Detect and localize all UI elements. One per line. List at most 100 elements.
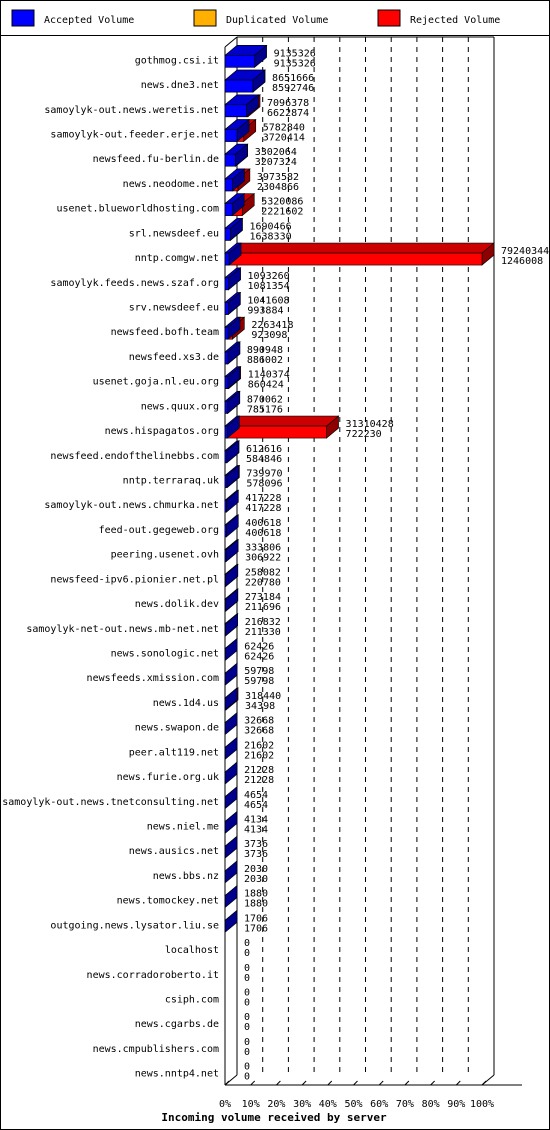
bar-accepted (224, 687, 238, 711)
bar-front-face (224, 277, 229, 291)
bar-front-face (224, 425, 327, 439)
bar-accepted (224, 193, 246, 217)
value-label-total: 1880 (244, 889, 268, 900)
category-label: news.neodome.net (123, 179, 219, 190)
value-label-accepted: 578096 (246, 479, 282, 490)
bar-accepted (224, 489, 240, 513)
value-label-total: 8651666 (272, 73, 314, 84)
value-label-accepted: 923098 (251, 330, 287, 341)
category-label: nntp.comgw.net (135, 253, 219, 264)
category-label: samoylyk-out.news.tnetconsulting.net (2, 797, 219, 808)
category-label: samoylyk-out.news.chmurka.net (44, 500, 219, 511)
bar-front-face (224, 376, 229, 389)
x-tick-label: 70% (396, 1099, 414, 1110)
bar-accepted (224, 662, 239, 686)
category-label: news.sonologic.net (111, 649, 219, 660)
bar-accepted (224, 539, 239, 563)
value-label-total: 1140374 (248, 370, 290, 381)
x-tick (276, 1080, 281, 1086)
category-label: samoylyk-out.feeder.erje.net (50, 130, 219, 141)
bar-front-face (224, 450, 228, 464)
bar-accepted (224, 291, 242, 316)
bar-accepted (224, 860, 238, 884)
value-label-total: 0 (244, 988, 250, 999)
value-label-accepted: 0 (244, 1022, 250, 1033)
legend-item-duplicated: Duplicated Volume (193, 9, 328, 27)
legend-label-rejected: Rejected Volume (410, 15, 500, 26)
bar-accepted (224, 366, 241, 390)
bar-accepted (224, 637, 239, 662)
value-label-total: 612616 (246, 444, 282, 455)
category-label: samoylyk-out.news.weretis.net (44, 105, 219, 116)
bar-accepted (224, 885, 238, 909)
category-label: peer.alt119.net (129, 747, 219, 758)
value-label-accepted: 1246008 (501, 256, 543, 267)
category-label: nntp.terraraq.uk (123, 476, 219, 487)
value-label-total: 32668 (244, 716, 274, 727)
bar-accepted (224, 464, 240, 489)
category-label: news.bbs.nz (153, 871, 219, 882)
value-label-accepted: 3720414 (263, 133, 305, 144)
category-label: newsfeed-ipv6.pionier.net.pl (50, 574, 219, 585)
bar-accepted (224, 563, 239, 587)
value-label-total: 62426 (244, 642, 274, 653)
value-label-total: 417228 (245, 493, 281, 504)
value-label-total: 79240344 (501, 246, 549, 257)
bar-accepted (224, 835, 238, 859)
value-label-accepted: 722230 (346, 429, 382, 440)
bar-front-face (224, 79, 254, 93)
bar-accepted (224, 242, 242, 266)
value-label-accepted: 4654 (244, 800, 268, 811)
value-label-total: 318440 (245, 691, 281, 702)
bar-accepted (224, 712, 238, 736)
value-label-accepted: 34398 (245, 701, 275, 712)
category-label: news.dne3.net (141, 80, 219, 91)
value-label-accepted: 62426 (244, 652, 274, 663)
value-label-accepted: 1638330 (249, 231, 291, 242)
bar-front-face (224, 302, 229, 315)
bar-front-face (224, 228, 231, 241)
bar-front-face (224, 252, 230, 266)
value-label-accepted: 3736 (244, 849, 268, 860)
bar-accepted (224, 613, 239, 637)
x-tick-label: 90% (447, 1099, 465, 1110)
value-label-accepted: 1880 (244, 899, 268, 910)
category-label: news.hispagatos.org (105, 426, 219, 437)
x-axis-title: Incoming volume received by server (161, 1111, 387, 1124)
bar-front-face (224, 178, 233, 192)
category-label: samoylyk.feeds.news.szaf.org (50, 278, 219, 289)
x-tick (430, 1080, 435, 1086)
category-label: news.cmpublishers.com (93, 1044, 219, 1055)
bar-accepted (224, 267, 242, 291)
legend-item-accepted: Accepted Volume (11, 9, 134, 27)
bar-accepted (224, 217, 244, 241)
value-label-accepted: 0 (244, 948, 250, 959)
x-tick (353, 1080, 358, 1086)
value-label-accepted: 1706 (244, 923, 268, 934)
category-label: srl.newsdeef.eu (129, 228, 219, 239)
value-label-accepted: 2221602 (261, 207, 303, 218)
bar-rejected (224, 415, 340, 439)
value-label-total: 333806 (245, 543, 281, 554)
value-label-total: 0 (244, 963, 250, 974)
value-label-total: 1041608 (247, 296, 289, 307)
bar-accepted (224, 909, 238, 933)
bar-accepted (224, 514, 240, 538)
category-label: news.1d4.us (153, 698, 219, 709)
bar-top-face (224, 242, 495, 254)
value-label-accepted: 211696 (245, 602, 281, 613)
value-label-accepted: 220780 (245, 577, 281, 588)
value-label-total: 7096378 (267, 98, 309, 109)
category-label: newsfeed.xs3.de (129, 352, 219, 363)
x-tick-label: 100% (470, 1099, 494, 1110)
category-label: csiph.com (165, 995, 219, 1006)
bar-rejected (224, 242, 495, 266)
value-label-total: 2263418 (251, 320, 293, 331)
bar-accepted (224, 44, 268, 68)
value-label-total: 3736 (244, 839, 268, 850)
value-label-accepted: 32668 (244, 726, 274, 737)
bar-accepted (224, 69, 266, 93)
value-label-total: 3302064 (255, 147, 297, 158)
